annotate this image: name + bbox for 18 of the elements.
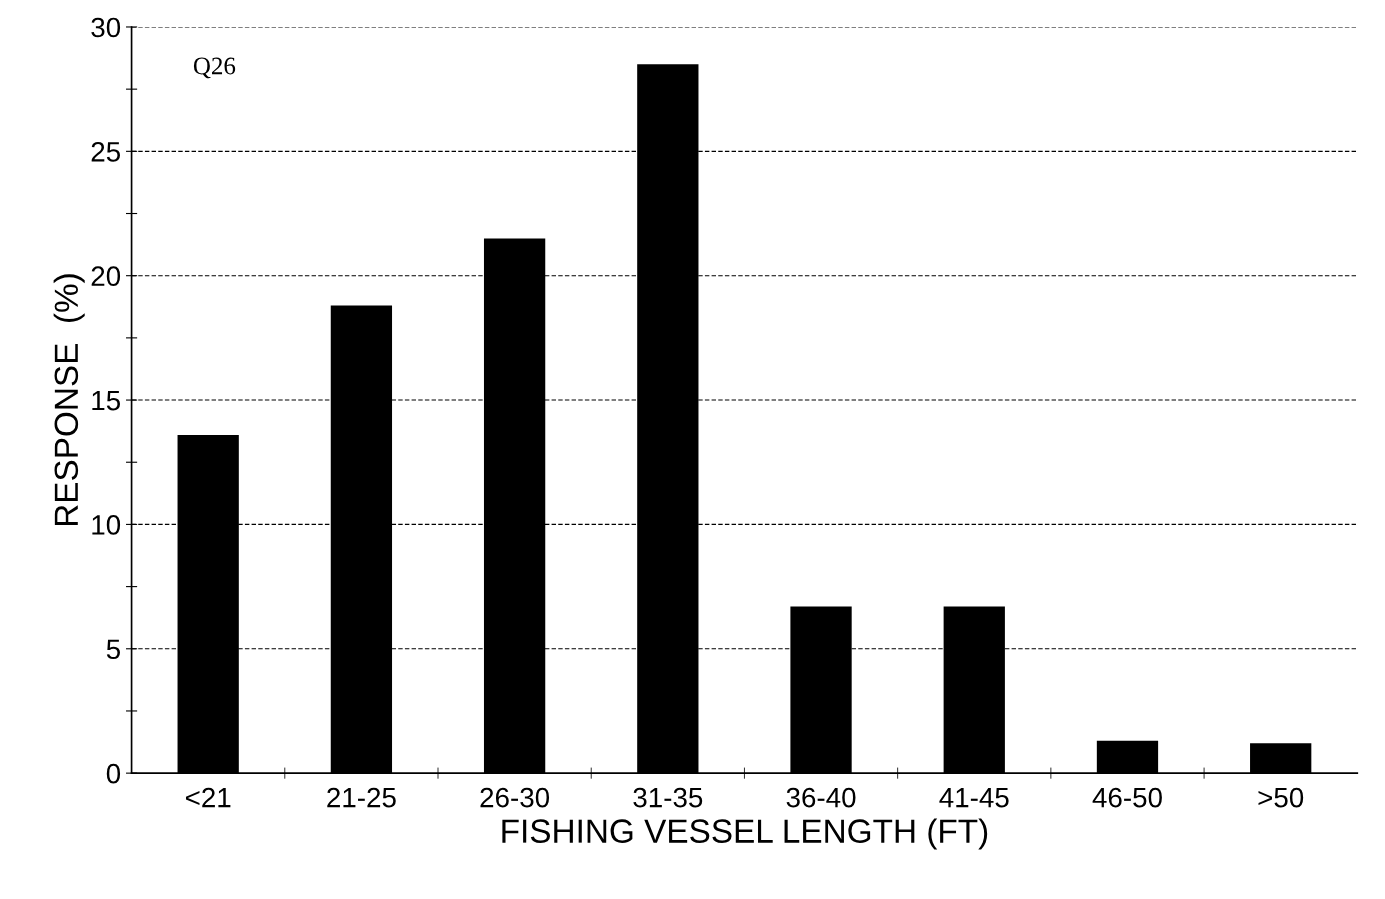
y-tick-label: 10 xyxy=(92,515,121,535)
x-tick-label: 26-30 xyxy=(480,787,550,808)
annotation: Q26 xyxy=(193,57,236,79)
y-axis-title: RESPONSE (%) xyxy=(53,274,85,526)
x-tick-label: 46-50 xyxy=(1092,787,1162,808)
x-tick-label: 41-45 xyxy=(939,788,1009,808)
x-tick-label: >50 xyxy=(1258,787,1304,808)
x-tick-label: <21 xyxy=(186,787,231,808)
y-tick-label: 0 xyxy=(106,763,121,784)
y-tick-label: 15 xyxy=(92,391,120,411)
y-tick-label: 25 xyxy=(91,142,120,162)
y-tick-label: 5 xyxy=(106,639,120,660)
y-tick-label: 20 xyxy=(91,266,121,287)
x-axis-title: FISHING VESSEL LENGTH (FT) xyxy=(502,818,988,850)
x-tick-label: 31-35 xyxy=(633,787,703,808)
y-tick-label: 30 xyxy=(91,17,121,38)
x-tick-label: 21-25 xyxy=(327,787,396,808)
x-tick-label: 36-40 xyxy=(786,787,856,808)
